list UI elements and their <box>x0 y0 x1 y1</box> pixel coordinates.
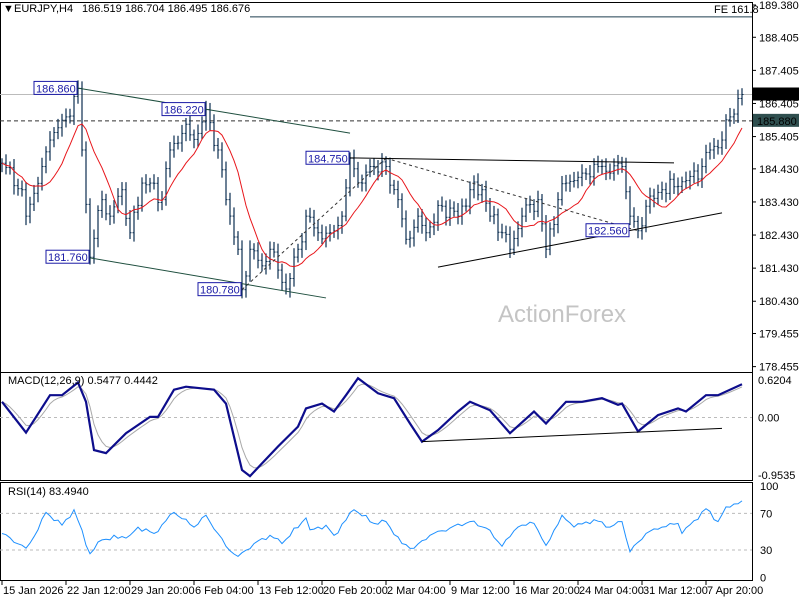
time-tick-label: 7 Apr 20:00 <box>707 585 763 597</box>
price-tick-label: 188.405 <box>759 32 799 44</box>
time-tick-label: 6 Feb 04:00 <box>195 585 254 597</box>
macd-tick-label: 0.6204 <box>758 375 792 387</box>
trendline-rising-support <box>437 212 723 268</box>
price-tick-label: 189.380 <box>759 0 799 12</box>
price-tick-label: 184.430 <box>759 164 799 176</box>
rsi-label: RSI(14) 83.4940 <box>8 486 89 498</box>
price-label-box <box>197 282 242 297</box>
time-tick-label: 15 Jan 2026 <box>3 585 64 597</box>
trendline-resistance <box>349 157 675 164</box>
time-tick-label: 9 Mar 12:00 <box>451 585 510 597</box>
time-tick-label: 13 Feb 12:00 <box>259 585 324 597</box>
price-label: 180.780 <box>200 285 240 297</box>
time-tick-label: 20 Feb 20:00 <box>323 585 388 597</box>
price-label: 182.560 <box>588 226 628 238</box>
price-label: 186.860 <box>36 83 76 95</box>
price-tick-label: 180.430 <box>759 296 799 308</box>
macd-trendline <box>421 427 723 443</box>
macd-tick-label: 0.00 <box>758 413 779 425</box>
price-tick-label: 186.405 <box>759 98 799 110</box>
chart-header: ▼ EURJPY,H4 186.519 186.704 186.495 186.… <box>3 3 250 15</box>
price-tick-label: 182.430 <box>759 230 799 242</box>
price-label-box <box>585 223 630 238</box>
macd-label: MACD(12,26,9) 0.5477 0.4442 <box>8 375 158 387</box>
ohlc-readout: 186.519 186.704 186.495 186.676 <box>82 3 250 15</box>
price-label-box <box>45 249 90 264</box>
trendline-rally-projection <box>241 157 387 291</box>
rsi-tick-label: 0 <box>760 573 766 585</box>
trendline-channel-upper <box>77 87 351 134</box>
price-tick-label: 179.455 <box>759 329 799 341</box>
time-tick-label: 16 Mar 20:00 <box>515 585 580 597</box>
macd-signal-line <box>1 383 743 469</box>
time-tick-label: 22 Jan 12:00 <box>67 585 131 597</box>
price-tick-label: 181.430 <box>759 263 799 275</box>
price-label-box <box>161 102 206 117</box>
price-tick-label: 187.405 <box>759 65 799 77</box>
price-tick-label: 178.455 <box>759 362 799 374</box>
rsi-tick-label: 30 <box>760 545 772 557</box>
time-axis: 15 Jan 2026 22 Jan 12:00 29 Jan 20:00 6 Feb… <box>0 580 763 597</box>
price-tick-label: 183.430 <box>759 197 799 209</box>
symbol-label: EURJPY,H4 <box>14 3 73 15</box>
time-tick-label: 24 Mar 04:00 <box>579 585 644 597</box>
reference-price-tag <box>753 113 799 127</box>
dropdown-arrow-icon[interactable]: ▼ <box>3 3 14 15</box>
trendline-channel-lower <box>89 257 327 299</box>
watermark: ActionForex <box>498 301 626 328</box>
current-price-tag-text: 186.676 <box>757 90 797 102</box>
time-tick-label: 31 Mar 12:00 <box>643 585 708 597</box>
rsi-tick-label: 70 <box>760 508 772 520</box>
time-tick-label: 2 Mar 04:00 <box>387 585 446 597</box>
macd-main-line <box>1 376 743 478</box>
panel-border <box>0 372 753 481</box>
moving-average-line <box>1 123 743 268</box>
current-price-tag <box>753 87 799 101</box>
reference-price-tag-text: 185.880 <box>757 116 797 128</box>
rsi-line <box>1 500 743 558</box>
macd-tick-label: -0.9535 <box>758 470 795 482</box>
trendline-decline-projection <box>385 157 639 232</box>
fe-label: FE 161.8 <box>714 4 759 16</box>
macd-panel: 0.6204 0.00 -0.9535 <box>0 372 795 482</box>
rsi-tick-label: 100 <box>760 481 778 493</box>
time-tick-label: 29 Jan 20:00 <box>131 585 195 597</box>
price-label-box <box>33 80 78 95</box>
price-label-box <box>305 150 350 165</box>
price-panel: 189.380 188.405 187.405 186.405 185.405 184.4… <box>0 0 799 374</box>
price-label: 184.750 <box>308 153 348 165</box>
price-label: 186.220 <box>164 105 204 117</box>
price-tick-label: 185.405 <box>759 132 799 144</box>
price-label: 181.760 <box>48 252 88 264</box>
